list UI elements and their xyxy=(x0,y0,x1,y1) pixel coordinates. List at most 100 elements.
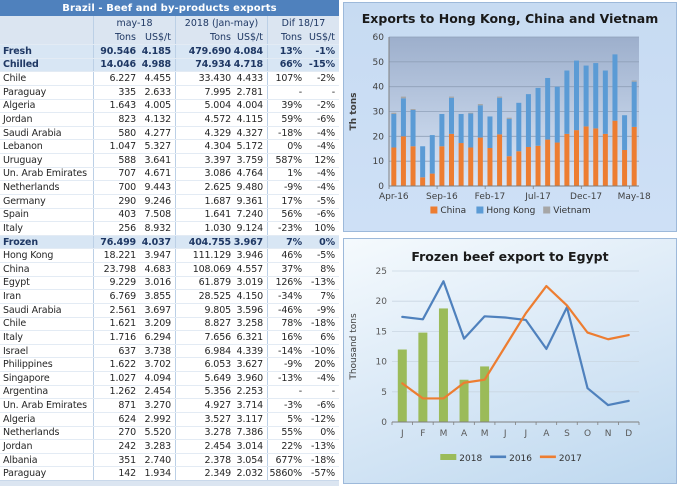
cell-usdt-2018: 4.718 xyxy=(234,58,268,72)
table-row[interactable]: Uruguay 588 3.641 3.397 3.759 587% 12% xyxy=(0,153,339,167)
row-country-label: Netherlands xyxy=(0,426,94,440)
cell-usdt-may18: 4.005 xyxy=(140,99,176,113)
cell-tons-dif: -18% xyxy=(278,127,302,139)
table-row[interactable]: Fresh 90.546 4.185 479.690 4.084 13% -1% xyxy=(0,44,339,58)
cell-usdt-2018: 3.759 xyxy=(235,154,268,167)
svg-text:40: 40 xyxy=(373,83,385,93)
svg-text:2016: 2016 xyxy=(509,454,532,464)
chart-canvas: 0 5 10 15 20 25 J F M A M J J A S O N D Frozen beef export… xyxy=(349,249,640,464)
cell-tons-may18: 242 xyxy=(118,440,136,452)
cell-tons-may18: 142 xyxy=(118,468,136,480)
cell-tons-may18: 351 xyxy=(118,454,136,466)
table-row[interactable]: Israel 637 3.738 6.984 4.339 -14% -10% xyxy=(0,343,339,358)
cell-tons-2018: 61.879 xyxy=(198,277,231,289)
table-row[interactable]: Saudi Arabia 2.561 3.697 9.805 3.596 -46… xyxy=(0,302,339,317)
table-row[interactable]: Frozen 76.499 4.037 404.755 3.967 7% 0% xyxy=(0,234,339,249)
table-row[interactable]: China 23.798 4.683 108.069 4.557 37% 8% xyxy=(0,262,339,276)
cell-usdt-2018: 3.014 xyxy=(235,440,268,453)
cell-tons-dif: -46% xyxy=(278,304,302,316)
chart-exports-hongkong-china-vietnam[interactable]: 0 10 20 30 40 50 60 Apr-16 Sep-16 Feb-17 Jul-17 Dec… xyxy=(343,2,677,232)
row-country-label: Philippines xyxy=(0,358,94,371)
table-row[interactable]: Un. Arab Emirates 707 4.671 3.086 4.764 … xyxy=(0,166,339,181)
row-country-label: Fresh xyxy=(0,45,94,58)
cell-tons-dif: 78% xyxy=(281,318,302,330)
col-header-tons-2: Tons xyxy=(210,31,231,43)
table-row[interactable]: Jordan 242 3.283 2.454 3.014 22% -13% xyxy=(0,439,339,453)
svg-text:S: S xyxy=(564,429,570,439)
cell-tons-may18: 1.716 xyxy=(109,331,137,343)
table-row[interactable]: Chile 1.621 3.209 8.827 3.258 78% -18% xyxy=(0,316,339,331)
cell-tons-2018: 4.927 xyxy=(204,400,232,412)
table-row[interactable]: Netherlands 700 9.443 2.625 9.480 -9% -4… xyxy=(0,180,339,194)
cell-tons-2018: 4.572 xyxy=(204,113,232,125)
row-country-label: Algeria xyxy=(0,99,94,113)
table-row[interactable]: Paraguay 142 1.934 2.349 2.032 5860% -57… xyxy=(0,466,339,480)
cell-usdt-2018: 3.117 xyxy=(235,412,268,426)
cell-tons-2018: 5.649 xyxy=(204,372,232,384)
cell-usdt-dif: -6% xyxy=(316,113,335,125)
cell-usdt-2018: 3.019 xyxy=(235,276,268,290)
table-row[interactable]: Hong Kong 18.221 3.947 111.129 3.946 46%… xyxy=(0,248,339,262)
cell-tons-may18: 1.622 xyxy=(109,359,137,371)
table-row[interactable]: Jordan 823 4.132 4.572 4.115 59% -6% xyxy=(0,112,339,126)
cell-usdt-may18: 4.094 xyxy=(140,372,176,385)
cell-tons-may18: 23.798 xyxy=(103,263,136,275)
table-row[interactable]: Lebanon 1.047 5.327 4.304 5.172 0% -4% xyxy=(0,139,339,153)
table-row[interactable]: Chilled 14.046 4.988 74.934 4.718 66% -1… xyxy=(0,57,339,72)
cell-usdt-2018: 5.172 xyxy=(235,140,268,153)
table-row[interactable]: Singapore 1.027 4.094 5.649 3.960 -13% -… xyxy=(0,371,339,385)
table-row[interactable]: Iran 6.769 3.855 28.525 4.150 -34% 7% xyxy=(0,289,339,303)
cell-usdt-dif: - xyxy=(331,386,335,398)
cell-usdt-dif: -10% xyxy=(311,345,335,357)
row-country-label: Saudi Arabia xyxy=(0,126,94,140)
cell-usdt-dif: -18% xyxy=(311,318,335,330)
cell-tons-dif: 17% xyxy=(281,195,302,207)
table-sub-header: Tons US$/t Tons US$/t Tons US$/t xyxy=(0,30,339,44)
cell-usdt-2018: 4.115 xyxy=(235,113,268,126)
table-row[interactable]: Italy 1.716 6.294 7.656 6.321 16% 6% xyxy=(0,330,339,344)
cell-usdt-may18: 5.520 xyxy=(140,426,176,440)
row-country-label: China xyxy=(0,263,94,276)
cell-usdt-2018: 4.004 xyxy=(235,99,268,113)
chart-frozen-beef-egypt[interactable]: 0 5 10 15 20 25 J F M A M J J A S O N D Frozen beef export… xyxy=(343,238,677,484)
cell-tons-may18: 335 xyxy=(118,86,136,98)
table-row[interactable]: Netherlands 270 5.520 3.278 7.386 55% 0% xyxy=(0,425,339,440)
table-row[interactable]: Chile 6.227 4.455 33.430 4.433 107% -2% xyxy=(0,71,339,85)
table-row[interactable]: Algeria 1.643 4.005 5.004 4.004 39% -2% xyxy=(0,98,339,113)
cell-tons-2018: 3.527 xyxy=(204,413,232,425)
cell-usdt-may18: 4.277 xyxy=(140,126,176,140)
cell-tons-2018: 2.349 xyxy=(204,468,232,480)
table-row[interactable]: Philippines 1.622 3.702 6.053 3.627 -9% … xyxy=(0,357,339,371)
table-row[interactable]: Argentina 1.262 2.454 5.356 2.253 - - xyxy=(0,384,339,399)
svg-text:J: J xyxy=(400,429,404,439)
table-row[interactable]: Albania 351 2.740 2.378 3.054 677% -18% xyxy=(0,452,339,467)
svg-text:Frozen beef export to Egypt: Frozen beef export to Egypt xyxy=(411,249,608,264)
cell-usdt-2018: 3.960 xyxy=(235,372,268,385)
cell-usdt-dif: 6% xyxy=(320,331,335,343)
table-row[interactable]: Germany 290 9.246 1.687 9.361 17% -5% xyxy=(0,193,339,208)
cell-usdt-may18: 4.683 xyxy=(140,263,176,276)
cell-tons-2018: 2.625 xyxy=(204,182,232,194)
table-row[interactable]: Algeria 624 2.992 3.527 3.117 5% -12% xyxy=(0,411,339,426)
cell-usdt-dif: 8% xyxy=(320,263,335,275)
table-row[interactable]: Italy 256 8.932 1.030 9.124 -23% 10% xyxy=(0,221,339,235)
cell-tons-2018: 2.454 xyxy=(204,440,232,452)
svg-text:Apr-16: Apr-16 xyxy=(379,192,409,202)
svg-text:A: A xyxy=(461,429,468,439)
cell-tons-dif: 56% xyxy=(281,209,302,221)
svg-text:Vietnam: Vietnam xyxy=(553,206,591,216)
table-row[interactable]: Paraguay 335 2.633 7.995 2.781 - - xyxy=(0,84,339,99)
cell-tons-2018: 7.656 xyxy=(204,331,232,343)
cell-usdt-2018: 4.339 xyxy=(235,344,268,358)
table-row[interactable]: Un. Arab Emirates 871 3.270 4.927 3.714 … xyxy=(0,398,339,412)
table-row[interactable]: Saudi Arabia 580 4.277 4.329 4.327 -18% … xyxy=(0,125,339,140)
cell-usdt-may18: 7.508 xyxy=(140,208,176,222)
cell-tons-2018: 4.329 xyxy=(204,127,232,139)
cell-tons-dif: 13% xyxy=(279,45,302,57)
row-country-label: Algeria xyxy=(0,412,94,426)
row-country-label: Uruguay xyxy=(0,154,94,167)
table-row[interactable]: Spain 403 7.508 1.641 7.240 56% -6% xyxy=(0,207,339,222)
svg-text:Dec-17: Dec-17 xyxy=(570,192,602,202)
svg-text:0: 0 xyxy=(381,418,387,428)
table-row[interactable]: Egypt 9.229 3.016 61.879 3.019 126% -13% xyxy=(0,275,339,290)
